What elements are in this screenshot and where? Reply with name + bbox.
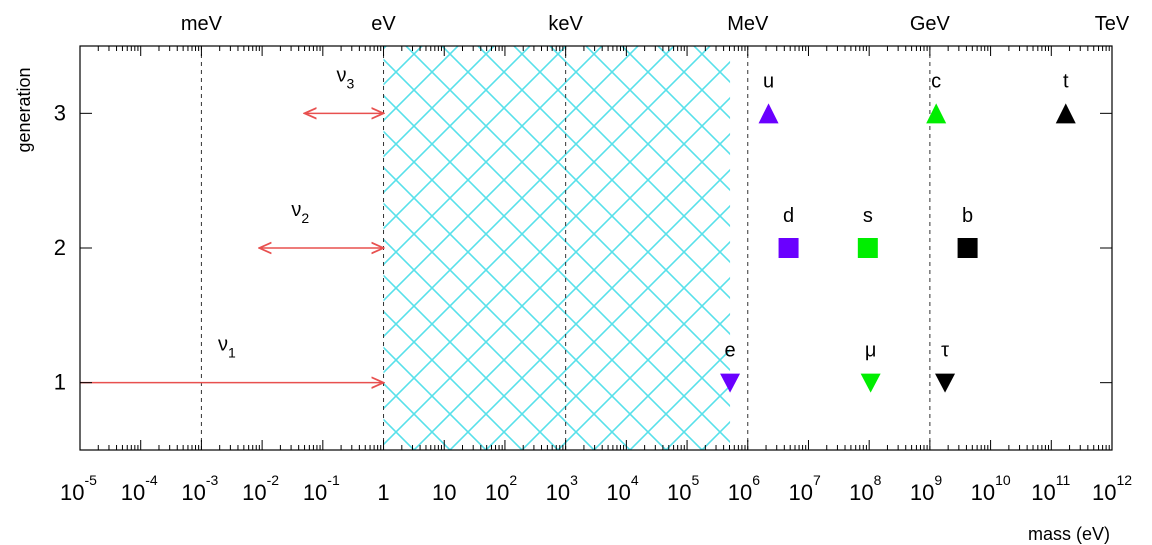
x-tick-label: 10-1 [303, 472, 340, 505]
x-tick-label: 10-3 [181, 472, 218, 505]
x-tick-label: 108 [849, 472, 881, 505]
x-tick-label: 105 [667, 472, 699, 505]
top-scale-label-eV: eV [371, 13, 396, 35]
particle-label-τ: τ [941, 340, 949, 362]
x-tick-label: 102 [485, 472, 517, 505]
x-tick-label: 1012 [1092, 472, 1132, 505]
x-axis-title: mass (eV) [1028, 524, 1110, 544]
marker-e [720, 373, 741, 393]
x-tick-label: 103 [546, 472, 578, 505]
x-tick-label: 10-4 [121, 472, 158, 505]
excluded-region-hatch [383, 46, 731, 450]
y-tick-label: 3 [54, 100, 66, 125]
top-scale-label-TeV: TeV [1095, 13, 1130, 35]
particle-label-μ: μ [865, 340, 877, 362]
x-tick-label: 10 [432, 480, 456, 505]
particle-label-t: t [1063, 70, 1069, 92]
y-axis-title: generation [14, 67, 34, 152]
x-tick-label: 104 [606, 472, 638, 505]
y-tick-label: 2 [54, 235, 66, 260]
x-tick-label: 107 [788, 472, 820, 505]
top-scale-label-GeV: GeV [910, 13, 951, 35]
marker-u [758, 103, 779, 124]
particle-label-b: b [962, 205, 973, 227]
marker-μ [860, 373, 881, 393]
x-tick-label: 1011 [1031, 472, 1070, 505]
particle-label-e: e [725, 340, 736, 362]
marker-t [1055, 103, 1076, 124]
top-scale-label-meV: meV [181, 13, 223, 35]
x-tick-label: 10-5 [60, 472, 97, 505]
marker-c [926, 103, 947, 124]
x-tick-label: 1 [377, 480, 389, 505]
marker-s [857, 238, 878, 258]
marker-τ [935, 373, 956, 393]
y-tick-label: 1 [54, 370, 66, 395]
particle-label-u: u [763, 70, 774, 92]
particle-label-s: s [863, 205, 873, 227]
x-tick-label: 109 [910, 472, 942, 505]
particle-label-d: d [783, 205, 794, 227]
x-tick-label: 106 [728, 472, 760, 505]
x-tick-label: 1010 [971, 472, 1011, 505]
neutrino-label-2: ν2 [291, 199, 309, 226]
top-scale-label-keV: keV [548, 13, 583, 35]
particle-label-c: c [931, 70, 941, 92]
neutrino-label-3: ν3 [337, 64, 355, 91]
marker-d [778, 238, 799, 258]
neutrino-label-1: ν1 [218, 334, 236, 361]
top-scale-label-MeV: MeV [727, 13, 769, 35]
x-tick-label: 10-2 [242, 472, 279, 505]
marker-b [957, 238, 978, 258]
